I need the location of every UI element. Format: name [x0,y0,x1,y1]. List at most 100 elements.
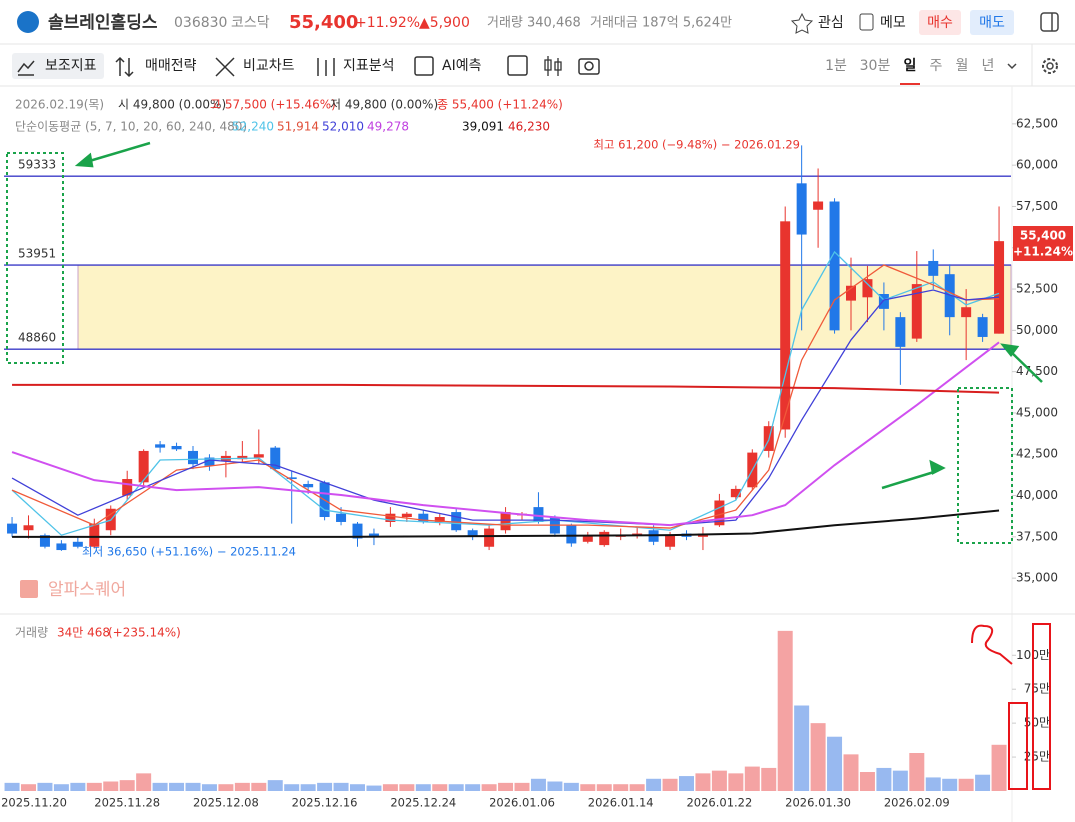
period[interactable]: 1분 [825,58,847,74]
y-tick-label: 42,500 [1016,447,1058,461]
volume-bar [136,773,152,791]
volume-bar [366,785,382,791]
volume-bar [432,784,448,791]
candle-body [204,457,215,466]
y-tick-label: 75만 [1024,682,1050,696]
y-tick-label: 37,500 [1016,529,1058,543]
volume-bar [300,784,316,791]
volume-bar [37,782,53,791]
stock-name: 솔브레인홀딩스 [48,12,158,33]
candle-body [434,517,445,522]
candle-icon[interactable] [544,56,562,76]
y-tick-label: 57,500 [1016,199,1058,213]
x-tick-label: 2026.01.30 [785,796,851,810]
period[interactable]: 월 [956,58,969,74]
star-icon[interactable] [790,12,814,34]
tool-icon [115,56,134,78]
last-price: 55,400 [1020,229,1066,243]
period[interactable]: 30분 [860,58,891,74]
tool-active-bg [12,53,104,79]
volume-bar [892,770,908,791]
volume-bar [827,736,843,791]
candle-body [928,260,939,276]
candle-body [714,500,725,526]
period-active[interactable]: 일 [904,58,917,74]
y-tick-label: 25만 [1024,750,1050,764]
volume-bar [201,784,217,791]
price-line-label: 48860 [18,331,56,345]
volume-bar [251,782,267,791]
settings-icon[interactable] [1042,58,1058,74]
volume-bar [942,778,958,791]
volume-bar [794,705,810,791]
change: ▲5,900 [419,15,470,31]
candle-body [566,525,577,544]
sell-bg[interactable] [970,10,1014,35]
ma-value: 49,278 [367,120,409,134]
volume-bar [958,778,974,791]
y-tick-label: 35,000 [1016,571,1058,585]
candle-body [270,447,281,470]
candle-body [895,317,906,347]
price-line-label: 53951 [18,247,56,261]
tool[interactable]: 비교차트 [243,58,295,74]
panel-icon[interactable] [1040,12,1059,32]
fav-button[interactable]: 관심 [818,15,844,31]
buy-bg[interactable] [919,10,961,35]
info-low: 저 49,800 (0.00%) [330,98,438,112]
tool[interactable]: 지표분석 [343,58,395,74]
candle-body [23,525,34,531]
camera-icon[interactable] [578,58,600,75]
volume-bar [777,630,793,791]
candle-body [730,488,741,498]
volume-bar [744,766,760,791]
checkbox[interactable] [507,55,528,76]
candle-body [72,541,83,547]
amount: 거래대금 187억 5,624만 [590,16,732,31]
volume-bar [728,773,744,791]
volume-bar [679,776,694,791]
x-tick-label: 2025.12.08 [193,796,259,810]
period[interactable]: 년 [982,58,995,74]
tool[interactable]: 매매전략 [145,58,197,74]
volume-bar [218,784,234,791]
zone-band [77,264,1012,350]
moving-average [11,264,1000,529]
volume-bar [481,784,497,791]
tool[interactable]: AI예측 [442,58,482,74]
volume-title: 거래량 [15,626,48,640]
volume-bar [448,784,464,791]
sell-button[interactable]: 매도 [979,15,1005,31]
volume-bar [547,781,563,791]
memo-icon[interactable] [859,13,874,31]
volume-change: (+235.14%) [108,626,181,640]
tool[interactable]: 보조지표 [45,58,97,74]
arrows [74,141,1043,490]
candle-body [385,513,396,522]
memo-button[interactable]: 메모 [880,15,906,31]
moving-average [12,383,1000,394]
candle-body [484,528,495,547]
volume-bar [925,777,941,791]
moving-average [11,250,1000,536]
last-change: +11.24% [1013,245,1073,259]
camera-lens [584,61,594,71]
volume-bar [21,784,36,791]
volume-bar [465,784,481,791]
candle-body [599,531,610,546]
volume-bar [909,753,925,791]
volume-bar [530,778,546,791]
candle-body [911,284,922,339]
buy-button[interactable]: 매수 [927,15,953,31]
candle-body [352,523,363,539]
moving-average [12,509,1000,538]
volume-bar [975,774,991,791]
ma-value: 52,010 [322,120,364,134]
moving-average [11,289,1000,526]
volume-bar [4,782,20,791]
period[interactable]: 주 [930,58,943,74]
volume-bar [53,784,69,791]
chevron[interactable] [1007,63,1017,70]
volume-bar [843,754,859,791]
